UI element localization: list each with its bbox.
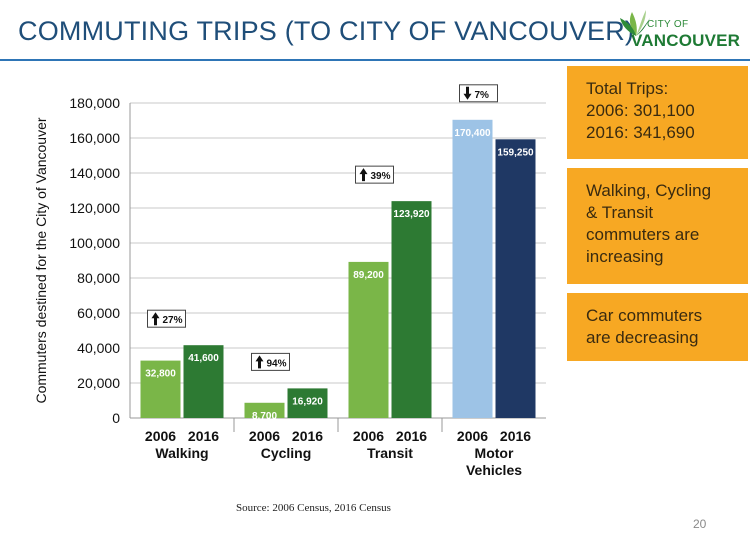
change-percent-label: 7% bbox=[475, 90, 490, 101]
category-label: Motor bbox=[475, 445, 514, 461]
title-divider bbox=[0, 59, 750, 61]
change-percent-label: 39% bbox=[371, 171, 391, 182]
category-label: Cycling bbox=[261, 445, 312, 461]
y-tick-label: 20,000 bbox=[77, 375, 120, 391]
bar-2016 bbox=[183, 345, 224, 418]
y-tick-label: 180,000 bbox=[69, 95, 120, 111]
bar-value-label: 170,400 bbox=[454, 128, 491, 139]
callout-total-trips: Total Trips: 2006: 301,100 2016: 341,690 bbox=[567, 66, 748, 159]
callout-line: & Transit bbox=[586, 203, 654, 222]
callout-line: Total Trips: bbox=[586, 79, 669, 98]
callout-line: are decreasing bbox=[586, 328, 699, 347]
bar-2006 bbox=[452, 119, 493, 419]
callout-line: commuters are bbox=[586, 225, 700, 244]
callout-line: 2006: 301,100 bbox=[586, 101, 695, 120]
callout-line: 2016: 341,690 bbox=[586, 123, 695, 142]
y-tick-label: 60,000 bbox=[77, 305, 120, 321]
y-tick-label: 120,000 bbox=[69, 200, 120, 216]
bar-year-label: 2006 bbox=[457, 428, 488, 444]
change-percent-label: 27% bbox=[163, 315, 183, 326]
arrow-up-icon bbox=[255, 355, 264, 369]
change-percent-label: 94% bbox=[267, 358, 287, 369]
bar-2016 bbox=[287, 388, 328, 418]
page-title: COMMUTING TRIPS (TO CITY OF VANCOUVER) bbox=[18, 16, 635, 46]
y-axis-title: Commuters destined for the City of Vanco… bbox=[33, 117, 49, 403]
bar-year-label: 2016 bbox=[292, 428, 323, 444]
page-number: 20 bbox=[693, 517, 707, 531]
bar-2006 bbox=[348, 261, 389, 418]
category-label: Vehicles bbox=[466, 462, 522, 478]
callout-line: Walking, Cycling bbox=[586, 181, 712, 200]
y-tick-label: 40,000 bbox=[77, 340, 120, 356]
arrow-up-icon bbox=[151, 312, 160, 326]
arrow-up-icon bbox=[359, 168, 368, 182]
category-label: Walking bbox=[155, 445, 208, 461]
y-tick-label: 80,000 bbox=[77, 270, 120, 286]
y-tick-label: 140,000 bbox=[69, 165, 120, 181]
source-note: Source: 2006 Census, 2016 Census bbox=[236, 502, 391, 514]
bar-value-label: 89,200 bbox=[353, 270, 384, 281]
bar-2006 bbox=[140, 360, 181, 418]
bar-year-label: 2006 bbox=[145, 428, 176, 444]
leaf-logo-icon bbox=[620, 10, 650, 36]
bar-year-label: 2016 bbox=[500, 428, 531, 444]
bar-value-label: 123,920 bbox=[393, 209, 430, 220]
bar-2006 bbox=[244, 402, 285, 418]
bar-value-label: 32,800 bbox=[145, 369, 176, 380]
bar-value-label: 8,700 bbox=[252, 411, 277, 422]
bar-year-label: 2006 bbox=[249, 428, 280, 444]
y-tick-label: 160,000 bbox=[69, 130, 120, 146]
city-logo: CITY OF VANCOUVER bbox=[614, 4, 740, 52]
callout-line: Car commuters bbox=[586, 306, 703, 325]
bar-2016 bbox=[391, 201, 432, 418]
commuting-bar-chart: 0 20,000 40,000 60,000 80,000 100,000 120,000 1… bbox=[33, 84, 546, 478]
callout-line: increasing bbox=[586, 247, 664, 266]
bar-year-label: 2016 bbox=[188, 428, 219, 444]
bar-year-label: 2016 bbox=[396, 428, 427, 444]
callout-active-increasing: Walking, Cycling & Transit commuters are in… bbox=[567, 168, 748, 284]
y-tick-label: 0 bbox=[112, 410, 120, 426]
callout-car-decreasing: Car commuters are decreasing bbox=[567, 293, 748, 361]
bar-value-label: 159,250 bbox=[497, 147, 534, 158]
bar-value-label: 41,600 bbox=[188, 353, 219, 364]
arrow-down-icon bbox=[463, 86, 472, 100]
bar-value-label: 16,920 bbox=[292, 396, 323, 407]
bar-year-label: 2006 bbox=[353, 428, 384, 444]
y-tick-label: 100,000 bbox=[69, 235, 120, 251]
category-label: Transit bbox=[367, 445, 413, 461]
logo-line-1: CITY OF bbox=[647, 19, 689, 30]
bar-2016 bbox=[495, 139, 536, 418]
logo-line-2: VANCOUVER bbox=[631, 31, 741, 50]
